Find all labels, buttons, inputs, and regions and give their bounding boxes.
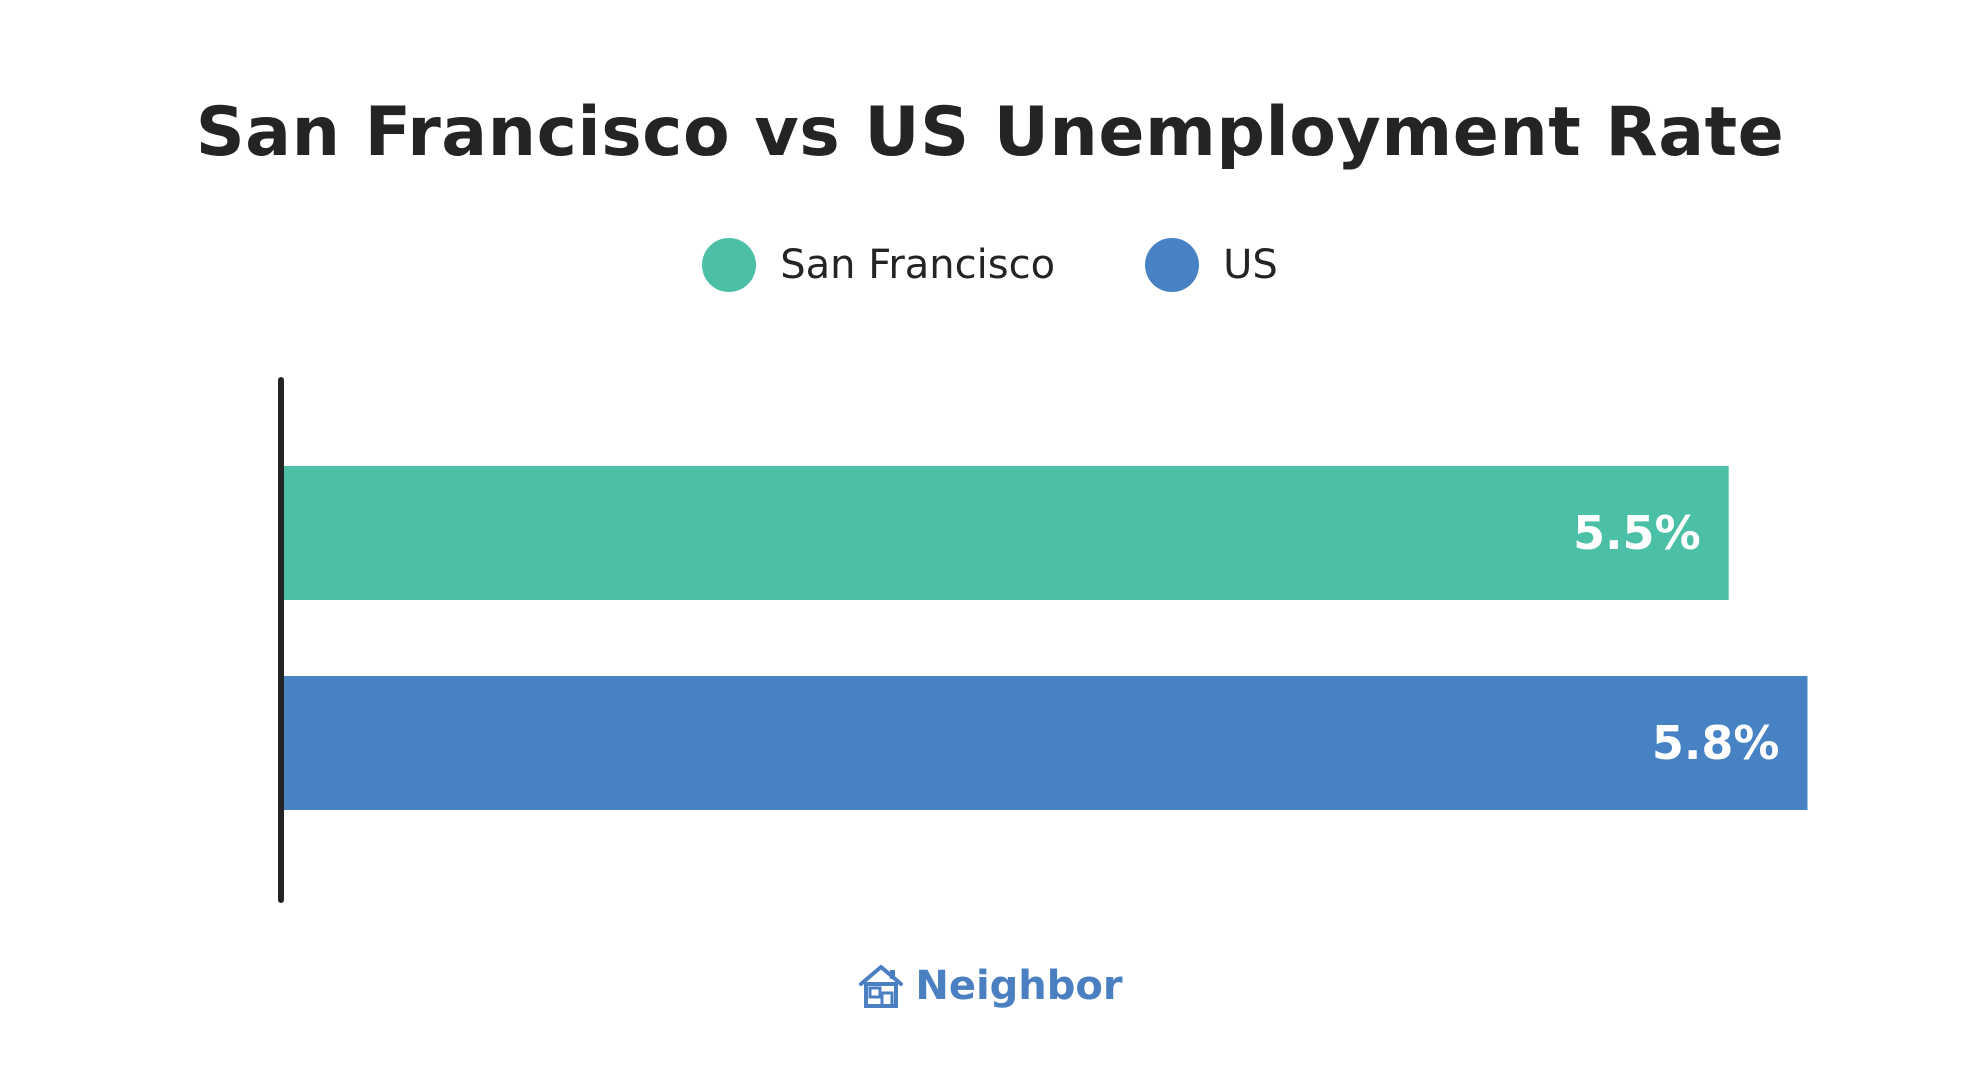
bars-group: 5.5% 5.8%	[284, 466, 1808, 810]
legend-swatch-us	[1145, 238, 1200, 292]
house-icon	[859, 965, 904, 1008]
bar-us	[284, 676, 1808, 810]
legend-label-san-francisco: San Francisco	[780, 242, 1056, 288]
chart-title: San Francisco vs US Unemployment Rate	[195, 93, 1785, 172]
brand-logo: Neighbor	[0, 962, 1980, 1010]
legend-item-us: US	[1145, 238, 1278, 292]
legend-label-us: US	[1223, 242, 1278, 288]
bar-label-us: 5.8%	[1652, 716, 1780, 770]
brand-name: Neighbor	[915, 963, 1123, 1009]
legend-swatch-san-francisco	[702, 238, 757, 292]
bar-san-francisco	[284, 466, 1729, 600]
bar-label-san-francisco: 5.5%	[1573, 506, 1701, 560]
chart-legend: San Francisco US	[0, 238, 1980, 292]
legend-item-san-francisco: San Francisco	[702, 238, 1055, 292]
